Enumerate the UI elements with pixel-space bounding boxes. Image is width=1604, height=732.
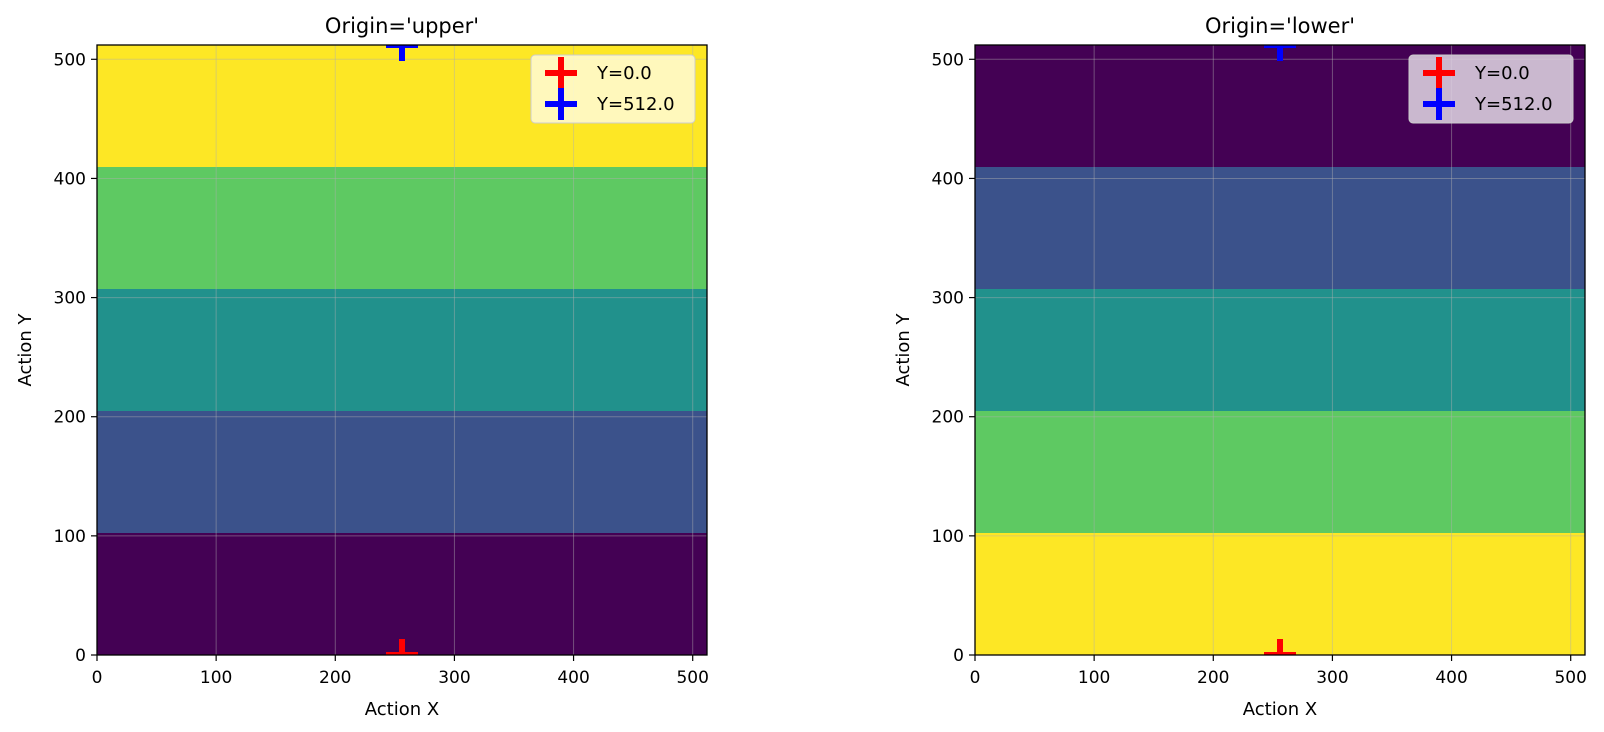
chart1-ytick-label-0: 0: [75, 646, 86, 666]
chart2-band-3: [975, 289, 1585, 411]
chart1-xtick-label-4: 400: [557, 668, 589, 688]
chart2-band-2: [975, 411, 1585, 533]
chart1-xtick-label-1: 100: [200, 668, 232, 688]
chart1-band-1: [97, 533, 707, 655]
chart1-legend-label-2: Y=512.0: [596, 94, 675, 115]
chart1-ytick-label-2: 200: [54, 408, 86, 428]
chart1-markers: [386, 45, 418, 655]
chart1-band-4: [97, 167, 707, 289]
chart1-xtick-label-2: 200: [319, 668, 351, 688]
chart1-marker-1: [386, 639, 418, 655]
chart2-xtick-label-0: 0: [970, 668, 981, 688]
chart1-xtick-label-5: 500: [676, 668, 708, 688]
chart2-marker-2: [1264, 45, 1296, 61]
chart1-ytick-label-3: 300: [54, 289, 86, 309]
chart2-legend-swatch-2: [1423, 88, 1455, 120]
chart2-legend-label-1: Y=0.0: [1474, 63, 1530, 84]
chart2-ytick-label-3: 300: [932, 289, 964, 309]
chart1-legend-swatch-2: [545, 88, 577, 120]
chart2-xtick-label-1: 100: [1078, 668, 1110, 688]
chart2-markers: [1264, 45, 1296, 655]
chart2-xlabel: Action X: [1243, 699, 1317, 720]
chart2-frame: [974, 44, 1586, 656]
chart2-xtick-label-4: 400: [1435, 668, 1467, 688]
chart2-ylabel: Action Y: [893, 312, 914, 386]
chart2-legend-label-2: Y=512.0: [1474, 94, 1553, 115]
chart2-xtick-label-3: 300: [1316, 668, 1348, 688]
chart2-marker-1: [1264, 639, 1296, 655]
chart1-legend-swatch-1: [545, 57, 577, 89]
chart2-band-1: [975, 533, 1585, 655]
chart1-title: Origin='upper': [325, 14, 479, 38]
chart1-xtick-label-0: 0: [92, 668, 103, 688]
chart1-ytick-label-4: 400: [54, 169, 86, 189]
chart1-xtick-label-3: 300: [438, 668, 470, 688]
chart1-ytick-label-1: 100: [54, 527, 86, 547]
chart2-ytick-label-4: 400: [932, 169, 964, 189]
chart2-ytick-label-5: 500: [932, 50, 964, 70]
chart2-ytick-label-1: 100: [932, 527, 964, 547]
chart1-legend: Y=0.0 Y=512.0: [530, 54, 696, 124]
chart2-ytick-label-2: 200: [932, 408, 964, 428]
chart1-xlabel: Action X: [365, 699, 439, 720]
chart1-ylabel: Action Y: [15, 312, 36, 386]
chart1-ytick-label-5: 500: [54, 50, 86, 70]
chart2-legend-swatch-1: [1423, 57, 1455, 89]
chart2-legend: Y=0.0 Y=512.0: [1408, 54, 1574, 124]
chart2-title: Origin='lower': [1205, 14, 1355, 38]
chart1-axes: 0 100 200 300 400 500 0 100 200 300 400 500 Origin='…: [15, 14, 709, 720]
chart1-marker-2: [386, 45, 418, 61]
chart2-axes: 0 100 200 300 400 500 0 100 200 300 400 500 Origin='…: [893, 14, 1587, 720]
chart2-xtick-label-2: 200: [1197, 668, 1229, 688]
chart1-band-3: [97, 289, 707, 411]
chart1-frame: [96, 44, 708, 656]
chart1-band-2: [97, 411, 707, 533]
chart2-xtick-label-5: 500: [1554, 668, 1586, 688]
chart2-band-4: [975, 167, 1585, 289]
chart1-legend-label-1: Y=0.0: [596, 63, 652, 84]
chart2-ytick-label-0: 0: [953, 646, 964, 666]
